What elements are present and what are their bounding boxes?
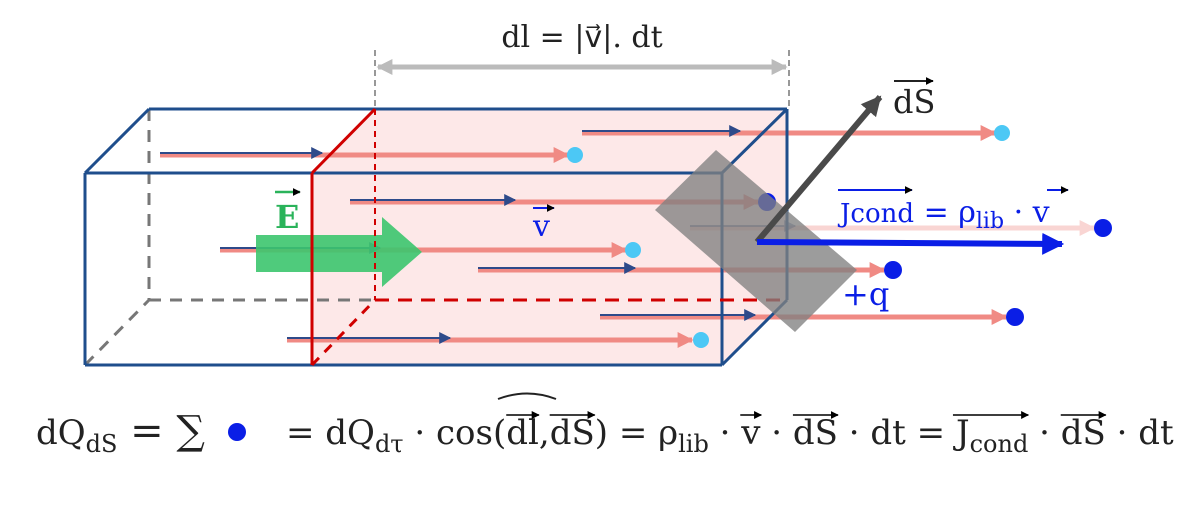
current-density-arrow [756, 232, 1065, 255]
charge-carrier [1094, 219, 1112, 237]
charge-label: +q [842, 275, 889, 313]
charge-carrier [625, 242, 641, 258]
electric-field-label: E [275, 198, 299, 236]
dS-normal-arrow [754, 95, 883, 244]
dl-label: dl = |v⃗|. dt [501, 20, 662, 55]
velocity-label: v [532, 209, 550, 244]
flux-formula-rhs: = dQdτ · cos(dl,dS) = ρlib · v · dS · dt… [286, 413, 1174, 458]
electric-field-arrow [256, 217, 422, 287]
charge-carrier [693, 332, 709, 348]
dS-label: dS [893, 83, 935, 121]
volume-dtau-edges [310, 107, 787, 367]
charge-carrier [567, 147, 583, 163]
hidden-edges [83, 109, 375, 367]
current-density-label: Jcond = ρlib · v [837, 195, 1050, 234]
charge-carrier [1006, 308, 1024, 326]
charge-carrier [884, 261, 902, 279]
charge-carrier [994, 125, 1010, 141]
current-density-symbol: Jcond [837, 199, 914, 229]
flux-formula: dQdS = ∑ [36, 408, 205, 458]
charge-dot-symbol [228, 423, 246, 441]
angle-hat [497, 392, 557, 400]
dl-dimension [374, 50, 790, 109]
